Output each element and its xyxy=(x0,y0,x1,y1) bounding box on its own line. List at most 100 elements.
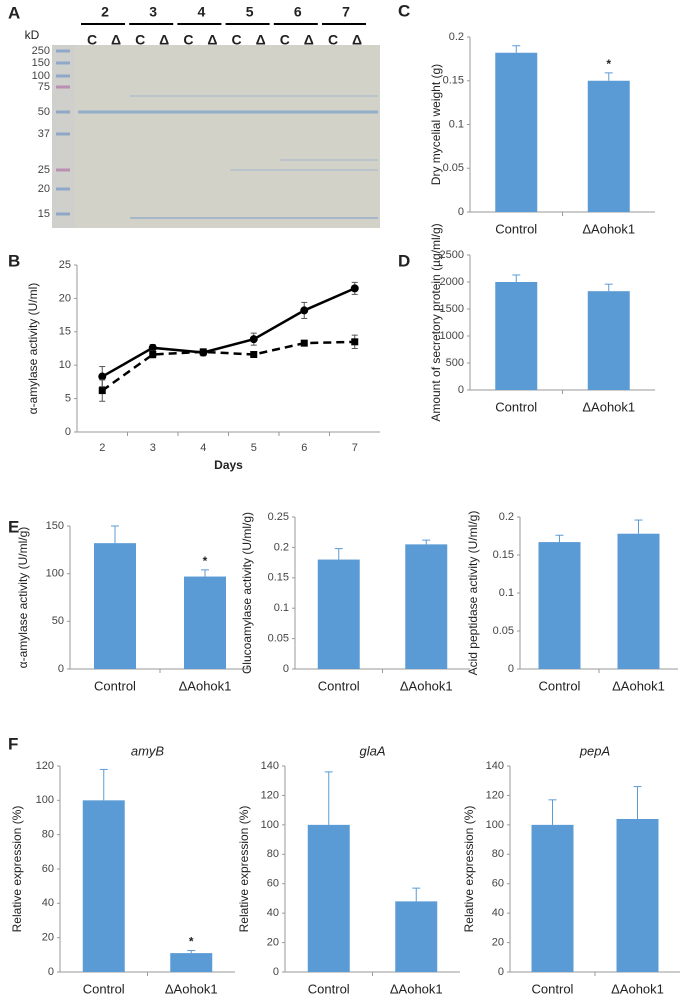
error-bar xyxy=(634,519,643,534)
significance-mark: * xyxy=(606,57,611,71)
bar xyxy=(495,52,538,212)
y-tick-label: 2000 xyxy=(440,276,464,288)
point xyxy=(300,339,308,347)
bar xyxy=(531,824,574,972)
y-tick-label: 120 xyxy=(486,789,504,801)
panel-label: D xyxy=(398,251,410,270)
y-tick-label: 40 xyxy=(42,897,54,909)
y-tick-label: 0.15 xyxy=(493,549,514,561)
gel-background xyxy=(75,45,380,228)
x-tick-label: ΔAohok1 xyxy=(582,399,635,414)
y-tick-label: 20 xyxy=(492,936,504,948)
x-tick-label: 5 xyxy=(251,442,257,454)
panel-label: E xyxy=(8,517,19,536)
x-tick-label: 6 xyxy=(301,442,307,454)
lane-number: 6 xyxy=(294,4,302,20)
chart-title: glaA xyxy=(359,743,385,758)
error-bar xyxy=(412,887,421,902)
x-tick-label: Control xyxy=(308,981,350,996)
y-axis-label: Relative expression (%) xyxy=(10,806,24,933)
y-tick-label: 0.05 xyxy=(268,633,289,645)
significance-mark: * xyxy=(189,935,194,949)
y-tick-label: 1500 xyxy=(440,303,464,315)
y-tick-label: 0 xyxy=(508,663,514,675)
lane-number: 7 xyxy=(342,4,350,20)
y-tick-label: 0 xyxy=(273,966,279,978)
error-bar xyxy=(548,799,557,825)
y-tick-label: 60 xyxy=(492,878,504,890)
point xyxy=(149,351,157,359)
lane-number: 3 xyxy=(149,4,157,20)
y-tick-label: 140 xyxy=(261,760,279,772)
bar xyxy=(587,291,630,390)
panel-label: C xyxy=(398,1,410,20)
bar xyxy=(184,576,226,669)
x-tick-label: Control xyxy=(495,399,537,414)
x-tick-label: ΔAohok1 xyxy=(390,981,443,996)
x-tick-label: Control xyxy=(83,981,125,996)
marker-label: 50 xyxy=(38,106,50,118)
lane-sample: C xyxy=(280,32,290,48)
y-tick-label: 0 xyxy=(48,966,54,978)
y-tick-label: 0.15 xyxy=(443,75,464,87)
x-axis-label: Days xyxy=(214,458,243,472)
lane-sample: Δ xyxy=(304,32,314,48)
significance-mark: * xyxy=(203,554,208,568)
x-tick-label: Control xyxy=(539,678,581,693)
y-tick-label: 15 xyxy=(59,326,71,338)
series-line xyxy=(101,287,356,378)
y-axis-label: Relative expression (%) xyxy=(462,806,476,933)
bar xyxy=(170,953,213,972)
lane-sample: Δ xyxy=(111,32,121,48)
y-tick-label: 0.05 xyxy=(443,162,464,174)
y-tick-label: 80 xyxy=(267,848,279,860)
lane-sample: C xyxy=(87,32,97,48)
y-tick-label: 0 xyxy=(458,206,464,218)
error-bar xyxy=(604,283,613,292)
y-tick-label: 80 xyxy=(42,829,54,841)
marker-label: 37 xyxy=(38,128,50,140)
bar xyxy=(395,901,438,972)
error-bar xyxy=(512,274,521,282)
point xyxy=(351,338,359,346)
bar xyxy=(405,544,448,669)
x-tick-label: ΔAohok1 xyxy=(611,981,664,996)
point xyxy=(250,351,258,359)
marker-lane xyxy=(52,45,75,228)
y-tick-label: 40 xyxy=(267,907,279,919)
bar xyxy=(94,543,136,669)
y-tick-label: 2500 xyxy=(440,249,464,261)
y-tick-label: 0.05 xyxy=(493,625,514,637)
error-bar xyxy=(422,539,431,545)
point xyxy=(199,348,207,356)
y-tick-label: 120 xyxy=(261,789,279,801)
point xyxy=(350,284,359,293)
x-tick-label: 2 xyxy=(99,442,105,454)
series-line xyxy=(101,340,355,392)
lane-sample: C xyxy=(328,32,338,48)
y-tick-label: 1000 xyxy=(440,330,464,342)
x-tick-label: ΔAohok1 xyxy=(612,678,665,693)
y-axis-label: Acid peptidase activity (U/ml/g) xyxy=(466,511,480,676)
y-axis-label: Glucoamylase activity (U/ml/g) xyxy=(240,512,254,674)
error-bar xyxy=(334,548,343,560)
y-tick-label: 120 xyxy=(36,760,54,772)
point xyxy=(98,372,107,381)
panel-label: F xyxy=(8,734,18,753)
lane-number: 4 xyxy=(198,4,206,20)
x-tick-label: 4 xyxy=(200,442,206,454)
y-tick-label: 0.1 xyxy=(274,602,289,614)
error-bar xyxy=(604,72,613,81)
point xyxy=(98,387,106,395)
y-tick-label: 100 xyxy=(486,819,504,831)
lane-sample: C xyxy=(232,32,242,48)
marker-label: 15 xyxy=(38,208,50,220)
point xyxy=(300,306,309,315)
y-tick-label: 0.25 xyxy=(268,511,289,523)
y-tick-label: 20 xyxy=(267,936,279,948)
y-tick-label: 140 xyxy=(486,760,504,772)
x-tick-label: Control xyxy=(94,678,136,693)
x-tick-label: Control xyxy=(318,678,360,693)
error-bar xyxy=(111,525,119,544)
